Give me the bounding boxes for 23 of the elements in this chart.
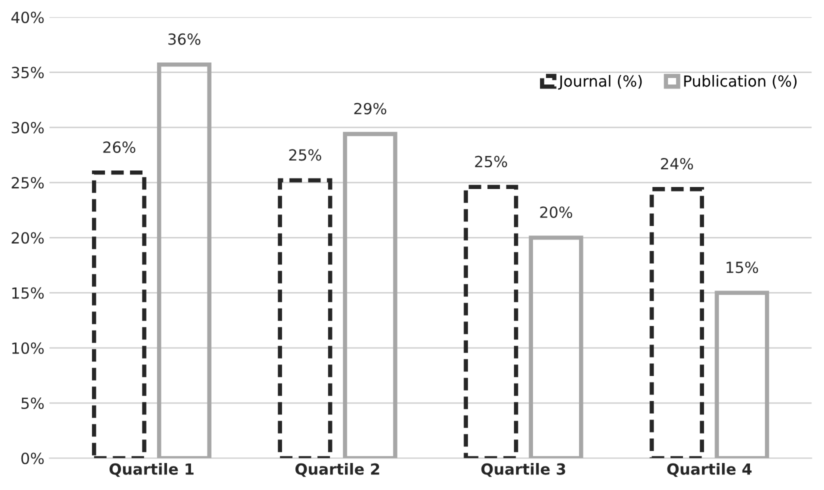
x-tick-label: Quartile 4 (667, 463, 752, 477)
x-tick-label: Quartile 2 (295, 463, 380, 477)
data-label: 15% (726, 262, 758, 274)
data-label: 24% (661, 158, 693, 170)
data-label: 26% (103, 141, 136, 153)
data-label: 25% (289, 149, 322, 161)
y-tick-label: 35% (12, 66, 44, 78)
y-tick-label: 30% (12, 122, 44, 134)
y-tick-label: 40% (11, 12, 44, 24)
y-tick-label: 10% (12, 342, 44, 354)
data-label: 36% (168, 33, 200, 45)
y-tick-label: 20% (12, 232, 44, 244)
x-tick-label: Quartile 1 (110, 463, 194, 477)
y-tick-label: 5% (22, 397, 44, 410)
legend-label: Journal (%) (558, 75, 642, 90)
y-tick-label: 0% (21, 452, 44, 464)
data-label: 29% (354, 102, 386, 114)
y-tick-label: 15% (12, 287, 44, 299)
data-label: 25% (475, 156, 508, 168)
legend-label: Publication (%) (684, 75, 797, 89)
x-tick-label: Quartile 3 (481, 463, 566, 477)
data-label: 20% (540, 206, 572, 218)
y-tick-label: 25% (12, 176, 44, 189)
